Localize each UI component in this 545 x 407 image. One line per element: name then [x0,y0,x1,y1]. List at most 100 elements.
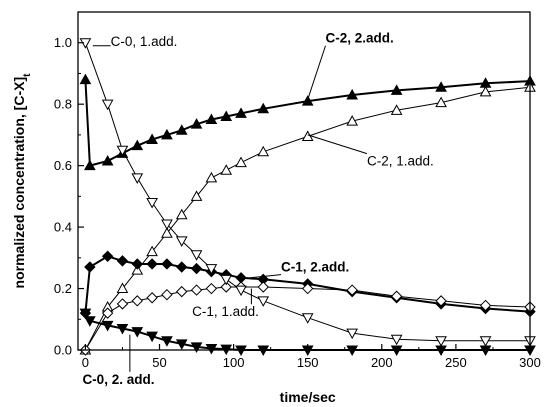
data-point [220,281,232,293]
y-tick-label: 0.6 [54,158,72,173]
data-point [479,299,492,312]
x-tick-label: 250 [445,355,467,370]
annotation: C-0, 1.add. [92,34,177,49]
annotation-leader [307,45,326,100]
data-point [116,298,129,310]
data-point [479,336,492,347]
annotation-leader [240,274,282,280]
data-point [101,99,114,111]
data-point [84,316,96,327]
annotation-label: C-1, 1.add. [192,304,259,319]
data-point [161,258,173,270]
data-point [479,85,492,97]
data-point [301,282,314,295]
data-point [176,261,188,273]
data-point [116,145,129,157]
data-point [390,104,403,115]
data-point [205,113,218,125]
data-point [235,272,247,284]
data-point [161,219,173,231]
x-tick-label: 200 [371,355,393,370]
annotation-leader [307,134,368,155]
data-point [161,227,173,238]
data-point [161,336,173,347]
x-tick-label: 100 [223,355,245,370]
data-point [84,261,96,273]
data-point [346,88,359,100]
data-point [146,198,158,209]
annotation: C-1, 1.add. [192,288,259,319]
annotation-label: C-1, 2.add. [281,260,349,275]
data-point [346,115,359,126]
series-line [84,42,530,342]
data-point [175,339,188,350]
plot-frame [77,11,531,351]
annotation: C-2, 2.add. [307,31,394,100]
data-point [131,327,144,338]
data-point [146,292,158,304]
data-point [175,208,188,220]
data-point [205,264,218,275]
data-point [257,145,270,157]
data-point [346,284,358,296]
y-tick-label: 0.0 [54,343,72,358]
x-tick-label: 0 [82,355,89,370]
annotation-label: C-2, 1.add. [367,154,434,169]
data-point [257,296,270,307]
series-line [84,86,531,351]
data-point [131,295,143,307]
data-point [101,307,114,319]
data-point [435,81,447,92]
data-point [390,290,403,302]
data-point [131,173,144,184]
data-point [116,282,129,294]
data-point [435,295,447,307]
data-point [146,331,158,343]
annotation: C-2, 1.add. [307,134,434,169]
data-point [435,96,447,108]
data-point [176,285,188,298]
data-point [146,133,158,145]
data-point [146,245,158,257]
data-point [101,250,114,262]
data-point [205,343,218,355]
annotation: C-1, 2.add. [240,260,349,280]
data-point [146,258,158,270]
data-point [390,334,403,346]
data-point [131,139,144,151]
y-tick-label: 0.8 [54,97,72,112]
data-point [101,320,114,332]
data-point [220,274,233,286]
data-point [190,250,203,261]
x-tick-label: 150 [297,355,319,370]
annotation: C-0, 2. add. [82,334,154,387]
data-point [205,282,218,295]
data-point [175,236,188,247]
data-point [301,95,314,106]
y-axis-title: normalized concentration, [C-X]t [11,73,33,289]
data-point [190,262,203,275]
y-axis-title-subscript: t [22,73,33,77]
data-point [235,107,247,118]
y-tick-label: 1.0 [54,35,72,50]
x-axis-title: time/sec [280,389,336,405]
data-point [257,281,269,293]
data-point [301,313,314,324]
annotations: C-0, 1.add. C-2, 2.add. C-2, 1.add. C-1, 2.… [82,31,433,387]
data-point [175,124,188,135]
data-point [390,84,403,95]
axes: 0 50 100 150 200 250 300 0.0 0.2 0.4 0.6 0.8 1.0 [54,11,541,370]
data-point [235,285,247,297]
series-4 [79,38,536,347]
plot-area [79,38,536,357]
data-point [190,284,203,296]
data-point [79,73,92,85]
data-point [84,159,96,171]
x-tick-label: 300 [519,355,541,370]
data-point [161,128,173,140]
series-line [84,79,531,167]
data-point [257,102,270,114]
data-point [116,323,129,335]
data-point [161,288,173,301]
